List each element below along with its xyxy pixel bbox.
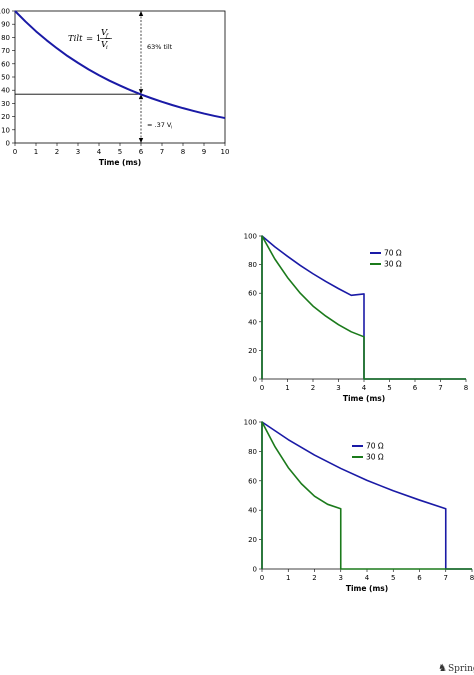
x-axis-title: Time (ms): [99, 158, 141, 167]
y-tick-label: 100: [244, 419, 257, 427]
x-tick-label: 9: [202, 148, 206, 156]
y-tick-label: 0: [253, 566, 257, 574]
y-tick-label: 100: [0, 8, 10, 16]
legend-label: 30 Ω: [366, 453, 384, 462]
y-tick-label: 40: [248, 318, 257, 326]
formula-numerator: V: [101, 28, 108, 38]
x-tick-label: 5: [387, 384, 391, 392]
final-voltage-label: = .37 V: [147, 121, 172, 129]
tilt-percent-label: 63% tilt: [147, 43, 173, 51]
springer-horse-icon: ♞: [438, 663, 447, 674]
x-tick-label: 2: [312, 574, 316, 582]
x-tick-label: 8: [464, 384, 468, 392]
y-tick-label: 20: [248, 347, 257, 355]
truncated-variable-chart: 0 20 40 60 80 100 0 1 2 3 4 5 6 7 8 Time (ms) 70 Ω 30 Ω: [244, 419, 474, 594]
y-tick-label: 0: [253, 376, 257, 384]
x-tick-label: 7: [438, 384, 442, 392]
x-tick-label: 7: [444, 574, 448, 582]
x-axis-title: Time (ms): [346, 584, 388, 593]
y-tick-label: 10: [1, 126, 10, 134]
y-tick-label: 60: [248, 290, 257, 298]
y-tick-label: 30: [1, 100, 10, 108]
plot-frame: [14, 10, 226, 144]
x-tick-label: 6: [413, 384, 418, 392]
series-line-1: [261, 421, 472, 570]
formula-tilt: Tilt: [68, 34, 83, 44]
y-tick-label: 0: [6, 140, 10, 148]
y-tick-label: 70: [1, 47, 10, 55]
x-tick-label: 0: [13, 148, 17, 156]
x-tick-label: 3: [76, 148, 80, 156]
arrow-head-top: [138, 11, 144, 16]
arrow-head-mid-down: [138, 89, 144, 95]
formula-denominator: V: [101, 40, 108, 50]
x-tick-label: 2: [311, 384, 315, 392]
x-axis-title: Time (ms): [343, 394, 385, 403]
legend-label: 70 Ω: [384, 249, 402, 258]
publisher-footer: ♞Springer: [438, 663, 474, 674]
x-tick-label: 3: [336, 384, 340, 392]
x-tick-label: 0: [260, 384, 264, 392]
x-tick-label: 2: [55, 148, 59, 156]
x-tick-label: 4: [362, 384, 367, 392]
arrow-head-mid-up: [138, 94, 144, 100]
y-tick-label: 20: [1, 113, 10, 121]
x-tick-label: 1: [286, 574, 290, 582]
x-tick-label: 5: [391, 574, 395, 582]
y-tick-label: 80: [248, 261, 257, 269]
series-line-0: [14, 10, 226, 120]
truncated-4ms-chart: 0 20 40 60 80 100 0 1 2 3 4 5 6 7 8 Time (ms) 70 Ω 30 Ω: [244, 233, 469, 404]
x-tick-label: 6: [417, 574, 422, 582]
x-tick-label: 7: [160, 148, 164, 156]
x-tick-label: 8: [470, 574, 474, 582]
x-tick-label: 4: [365, 574, 370, 582]
y-tick-label: 90: [1, 21, 10, 29]
legend-label: 30 Ω: [384, 260, 402, 269]
y-tick-label: 20: [248, 536, 257, 544]
x-tick-label: 5: [118, 148, 122, 156]
publisher-name: Springer: [447, 664, 474, 674]
series-line-0: [261, 235, 466, 380]
y-tick-label: 80: [1, 34, 10, 42]
x-tick-label: 8: [181, 148, 185, 156]
y-tick-label: 50: [1, 74, 10, 82]
x-tick-label: 0: [260, 574, 264, 582]
x-tick-label: 10: [221, 148, 230, 156]
x-tick-label: 1: [34, 148, 38, 156]
series-line-1: [261, 235, 466, 380]
final-voltage-label-sub: i: [171, 125, 172, 131]
arrow-head-bottom: [138, 138, 144, 143]
x-tick-label: 4: [97, 148, 102, 156]
y-tick-label: 60: [248, 477, 257, 485]
y-tick-label: 60: [1, 60, 10, 68]
tilt-decay-chart: 0 10 20 30 40 50 60 70 80 90 100 0 1 2 3 4 5 6 7 8 9 10 Time (…: [0, 8, 230, 168]
formula-numerator-sub: f: [105, 33, 109, 39]
formula-equals: = 1 −: [86, 34, 111, 44]
formula-denominator-sub: i: [106, 45, 108, 51]
x-tick-label: 1: [285, 384, 289, 392]
legend-label: 70 Ω: [366, 442, 384, 451]
series-line-0: [261, 421, 472, 570]
y-tick-label: 80: [248, 448, 257, 456]
x-tick-label: 3: [339, 574, 343, 582]
x-tick-label: 6: [139, 148, 144, 156]
y-tick-label: 40: [1, 87, 10, 95]
y-tick-label: 100: [244, 233, 257, 241]
y-tick-label: 40: [248, 507, 257, 515]
